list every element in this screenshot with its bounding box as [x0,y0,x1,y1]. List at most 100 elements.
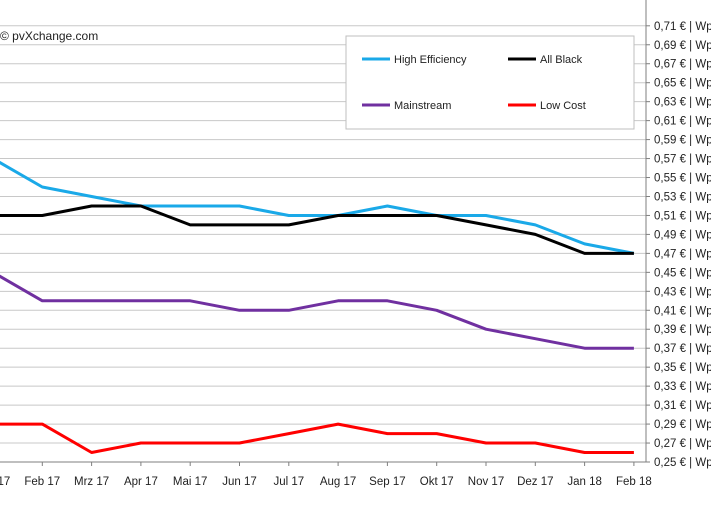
data-point [583,346,587,350]
y-tick-label: 0,57 € | Wp [654,154,711,166]
x-axis-tick-labels: Jan 17 Feb 17 Mrz 17 Apr 17 Mai 17 Jun 17 Jul … [0,476,652,488]
data-point [90,299,94,303]
data-point [484,441,488,445]
legend-box [345,35,635,130]
x-tick-label: Mrz 17 [74,476,109,488]
data-point [139,299,143,303]
y-tick-label: 0,47 € | Wp [654,248,711,260]
x-tick-label: Dez 17 [517,476,553,488]
y-tick-label: 0,25 € | Wp [654,457,711,469]
x-tick-label: Mai 17 [173,476,208,488]
x-tick-label: Jul 17 [273,476,304,488]
y-tick-label: 0,43 € | Wp [654,286,711,298]
data-point [583,251,587,255]
data-point [238,441,242,445]
data-point [238,223,242,227]
x-tick-label: Jan 17 [0,476,10,488]
data-point [385,204,389,208]
x-tick-label: Nov 17 [468,476,504,488]
x-tick-label: Okt 17 [420,476,454,488]
x-tick-label: Sep 17 [369,476,405,488]
y-axis-tick-labels: 0,25 € | Wp 0,27 € | Wp 0,29 € | Wp 0,31 € … [654,21,711,469]
y-tick-label: 0,69 € | Wp [654,40,711,52]
y-tick-label: 0,55 € | Wp [654,173,711,185]
series-lines [0,160,636,455]
y-tick-label: 0,51 € | Wp [654,210,711,222]
x-tick-label: Jun 17 [222,476,257,488]
data-point [484,223,488,227]
data-point [533,441,537,445]
series-line-2 [0,274,634,350]
y-tick-label: 0,63 € | Wp [654,97,711,109]
y-tick-label: 0,41 € | Wp [654,305,711,317]
data-point [40,422,44,426]
data-point [287,223,291,227]
y-tick-label: 0,27 € | Wp [654,438,711,450]
series-line-3 [0,422,634,454]
data-point [385,213,389,217]
data-point [435,308,439,312]
legend-label: Low Cost [540,100,586,112]
data-point [139,441,143,445]
y-tick-label: 0,71 € | Wp [654,21,711,33]
data-point [238,204,242,208]
series-line-1 [0,204,634,255]
y-tick-label: 0,33 € | Wp [654,381,711,393]
data-point [188,299,192,303]
legend-label: All Black [540,54,583,66]
data-point [632,251,636,255]
data-point [90,451,94,455]
data-point [90,194,94,198]
data-point [90,204,94,208]
y-tick-label: 0,39 € | Wp [654,324,711,336]
data-point [484,213,488,217]
y-tick-label: 0,53 € | Wp [654,191,711,203]
data-point [533,232,537,236]
axes [0,0,650,466]
data-point [287,432,291,436]
x-tick-label: Aug 17 [320,476,356,488]
y-tick-label: 0,59 € | Wp [654,135,711,147]
data-point [336,213,340,217]
series-line-0 [0,160,635,255]
x-tick-label: Feb 18 [616,476,652,488]
data-point [632,346,636,350]
data-point [632,451,636,455]
y-tick-label: 0,35 € | Wp [654,362,711,374]
data-point [533,337,537,341]
data-point [40,299,44,303]
data-point [139,204,143,208]
data-point [583,451,587,455]
data-point [385,299,389,303]
data-point [238,308,242,312]
y-tick-label: 0,45 € | Wp [654,267,711,279]
data-point [435,213,439,217]
y-tick-label: 0,67 € | Wp [654,59,711,71]
y-tick-label: 0,49 € | Wp [654,229,711,241]
data-point [533,223,537,227]
data-point [188,204,192,208]
y-tick-label: 0,31 € | Wp [654,400,711,412]
x-tick-label: Apr 17 [124,476,158,488]
y-tick-label: 0,65 € | Wp [654,78,711,90]
data-point [336,299,340,303]
y-tick-label: 0,37 € | Wp [654,343,711,355]
source-credit: © pvXchange.com [0,29,98,43]
data-point [484,327,488,331]
y-tick-label: 0,61 € | Wp [654,116,711,128]
data-point [287,308,291,312]
y-tick-label: 0,29 € | Wp [654,419,711,431]
x-tick-label: Feb 17 [24,476,60,488]
data-point [188,223,192,227]
legend-label: Mainstream [394,100,451,112]
data-point [336,422,340,426]
x-tick-label: Jan 18 [567,476,602,488]
data-point [188,441,192,445]
data-point [40,213,44,217]
legend-label: High Efficiency [394,54,467,66]
data-point [385,432,389,436]
data-point [40,185,44,189]
data-point [287,213,291,217]
data-point [583,242,587,246]
